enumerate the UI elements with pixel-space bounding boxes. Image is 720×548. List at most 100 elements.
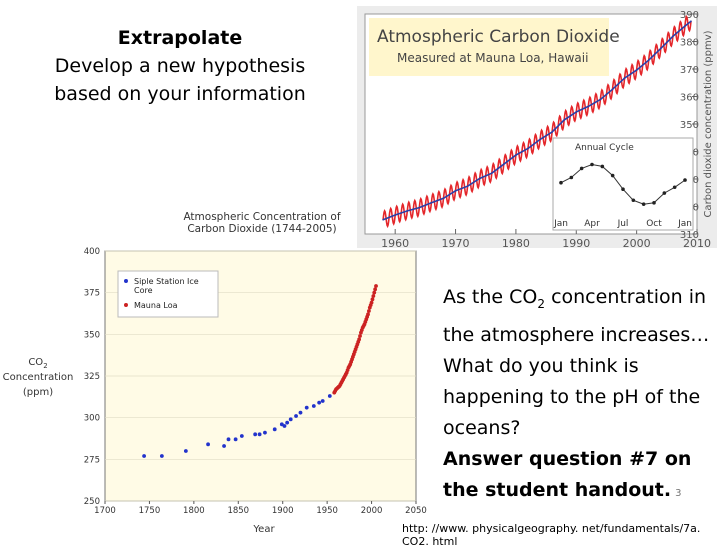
siple-data-point <box>253 432 258 437</box>
mauna-data-point <box>338 382 343 387</box>
inset-xtick-label: Jan <box>553 219 568 229</box>
historic-ylabel-line2: Concentration <box>3 372 74 383</box>
historic-ytick-label: 325 <box>84 372 100 382</box>
keeling-title: Atmospheric Carbon Dioxide <box>377 27 620 47</box>
inset-xtick-label: Oct <box>646 219 662 229</box>
keeling-xtick-label: 1970 <box>442 237 470 248</box>
legend-mauna-marker <box>124 303 128 307</box>
siple-data-point <box>226 437 231 442</box>
slide-number: 3 <box>675 487 682 499</box>
inset-xtick-label: Apr <box>584 219 600 229</box>
keeling-data-point <box>587 105 590 108</box>
source-url: http: //www. physicalgeography. net/fund… <box>402 522 701 548</box>
inset-xtick-label: Jan <box>677 219 692 229</box>
keeling-data-point <box>442 197 445 200</box>
mauna-data-point <box>340 379 345 383</box>
historic-xtick-label: 1800 <box>183 506 205 516</box>
historic-title: Atmospheric Concentration of Carbon Dioxi… <box>183 211 340 235</box>
keeling-ytick-label: 360 <box>680 93 699 104</box>
inset-point <box>590 162 594 167</box>
keeling-data-point <box>382 218 384 221</box>
legend-siple-line2: Core <box>134 286 153 295</box>
historic-title-line2: Carbon Dioxide (1744-2005) <box>187 223 336 235</box>
historic-ytick-label: 400 <box>84 247 100 257</box>
historic-xtick-label: 1900 <box>272 506 294 516</box>
keeling-data-point <box>672 35 674 38</box>
historic-xtick-label: 2050 <box>405 506 427 516</box>
mauna-data-point <box>365 314 370 319</box>
inset-point <box>569 175 574 180</box>
historic-ytick-label: 350 <box>84 330 100 340</box>
mauna-data-point <box>343 372 348 377</box>
mauna-data-point <box>361 324 366 328</box>
keeling-data-point <box>690 20 692 22</box>
mauna-data-point <box>349 359 354 364</box>
keeling-ylabel: Carbon dioxide concentration (ppmv) <box>703 30 714 217</box>
keeling-data-point <box>659 47 662 50</box>
keeling-data-point <box>503 163 505 165</box>
inset-point <box>672 185 677 190</box>
mauna-data-point <box>345 368 350 373</box>
siple-data-point <box>159 454 164 458</box>
body-paragraph-3: Answer question #7 on the student handou… <box>443 447 692 501</box>
mauna-data-point <box>371 294 376 298</box>
siple-data-point <box>311 404 316 408</box>
historic-legend <box>117 270 219 318</box>
body-paragraph-2: What do you think is happening to the pH… <box>443 354 701 439</box>
inset-point <box>641 202 646 206</box>
siple-data-point <box>257 432 262 437</box>
keeling-data-point <box>684 25 686 27</box>
siple-data-point <box>298 410 303 415</box>
mauna-data-point <box>354 344 359 349</box>
keeling-xtick-label: 2000 <box>623 237 651 248</box>
historic-xtick-label: 1750 <box>139 506 161 516</box>
legend-siple-label: Siple Station Ice Core <box>134 277 199 295</box>
mauna-data-point <box>347 364 352 368</box>
siple-data-point <box>288 417 293 422</box>
siple-data-point <box>263 430 267 435</box>
keeling-ytick-label: 350 <box>680 120 699 131</box>
historic-ytick-label: 300 <box>84 414 100 424</box>
inset-point <box>652 201 656 205</box>
siple-data-point <box>142 454 146 458</box>
keeling-data-point <box>647 59 650 61</box>
keeling-data-point <box>527 147 529 150</box>
siple-data-point <box>317 400 322 405</box>
siple-data-point <box>285 420 290 425</box>
keeling-ytick-label: 390 <box>680 10 699 21</box>
inset-title: Annual Cycle <box>575 143 634 153</box>
historic-ytick-label: 250 <box>84 497 100 507</box>
siple-data-point <box>222 444 226 448</box>
slide-subheading: Develop a new hypothesis based on your i… <box>54 55 306 105</box>
inset-point <box>631 198 636 203</box>
keeling-data-point <box>563 119 565 121</box>
keeling-data-point <box>490 172 493 175</box>
mauna-data-point <box>372 290 377 295</box>
slide-title-block: Extrapolate Develop a new hypothesis bas… <box>40 24 320 108</box>
mauna-data-point <box>374 284 378 288</box>
siple-data-point <box>327 394 332 398</box>
keeling-curve-chart: Atmospheric Carbon Dioxide Measured at Ma… <box>357 6 717 248</box>
keeling-ytick-label: 310 <box>680 230 699 241</box>
inset-point <box>559 180 563 185</box>
siple-data-point <box>304 405 309 410</box>
inset-point <box>662 191 667 195</box>
keeling-data-point <box>406 210 409 212</box>
inset-point <box>600 164 605 169</box>
keeling-data-point <box>430 201 433 204</box>
keeling-xtick-label: 1990 <box>562 237 590 248</box>
slide-body: As the CO2 concentration in the atmosphe… <box>443 282 713 509</box>
keeling-data-point <box>515 154 517 156</box>
mauna-data-point <box>356 339 361 344</box>
inset-panel <box>552 137 694 231</box>
siple-data-point <box>239 434 244 438</box>
keeling-data-point <box>466 185 469 187</box>
keeling-data-point <box>623 77 626 79</box>
body-paragraph-1: As the CO2 concentration in the atmosphe… <box>443 286 710 346</box>
siple-data-point <box>272 427 277 432</box>
historic-xtick-label: 1850 <box>227 506 249 516</box>
keeling-data-point <box>394 214 396 216</box>
keeling-ytick-label: 370 <box>680 65 699 76</box>
inset-point <box>683 178 687 182</box>
mauna-data-point <box>351 354 355 359</box>
